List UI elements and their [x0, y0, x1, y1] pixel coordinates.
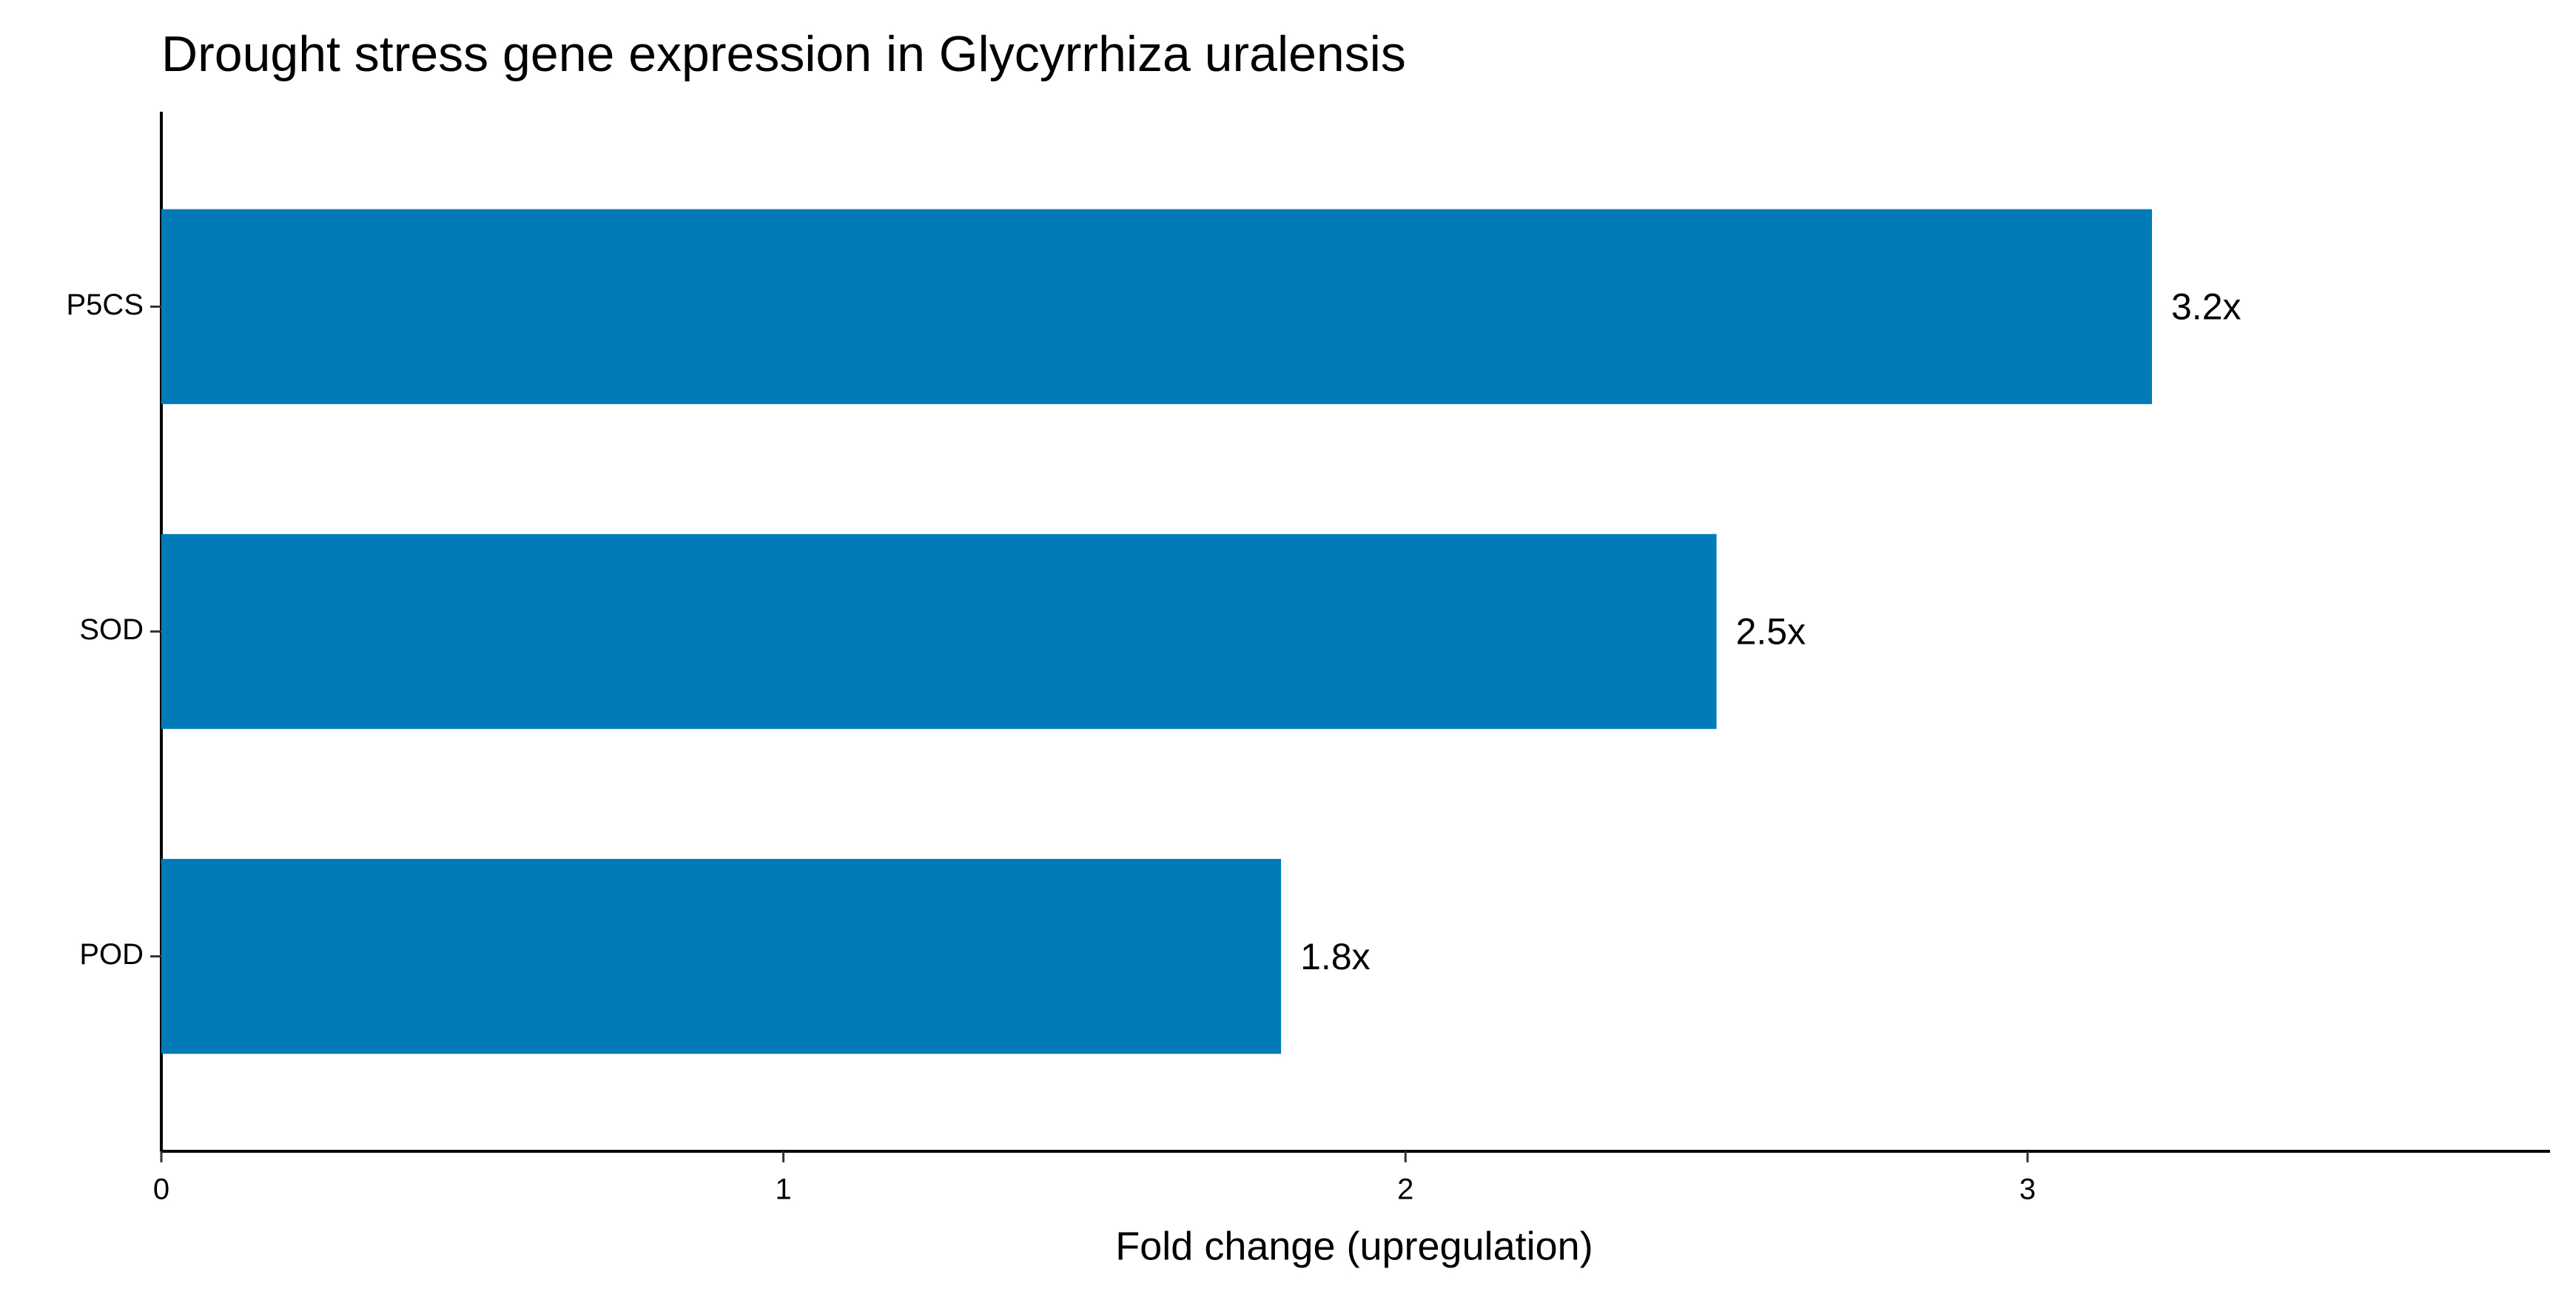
x-tick-label: 2 — [1397, 1173, 1413, 1206]
y-tick-label: SOD — [79, 613, 144, 646]
bar — [161, 858, 1282, 1054]
bar — [161, 533, 1717, 730]
x-tick-label: 0 — [153, 1173, 169, 1206]
y-tick-label: P5CS — [67, 289, 144, 321]
x-tick-label: 3 — [2020, 1173, 2036, 1206]
chart-title: Drought stress gene expression in Glycyr… — [161, 26, 1406, 82]
value-label: 2.5x — [1736, 611, 1806, 653]
x-axis-title: Fold change (upregulation) — [1115, 1224, 1593, 1268]
value-label: 1.8x — [1300, 936, 1371, 977]
value-label: 3.2x — [2171, 286, 2242, 328]
y-tick-label: POD — [79, 938, 144, 971]
bar — [161, 209, 2152, 405]
x-tick-label: 1 — [776, 1173, 792, 1206]
